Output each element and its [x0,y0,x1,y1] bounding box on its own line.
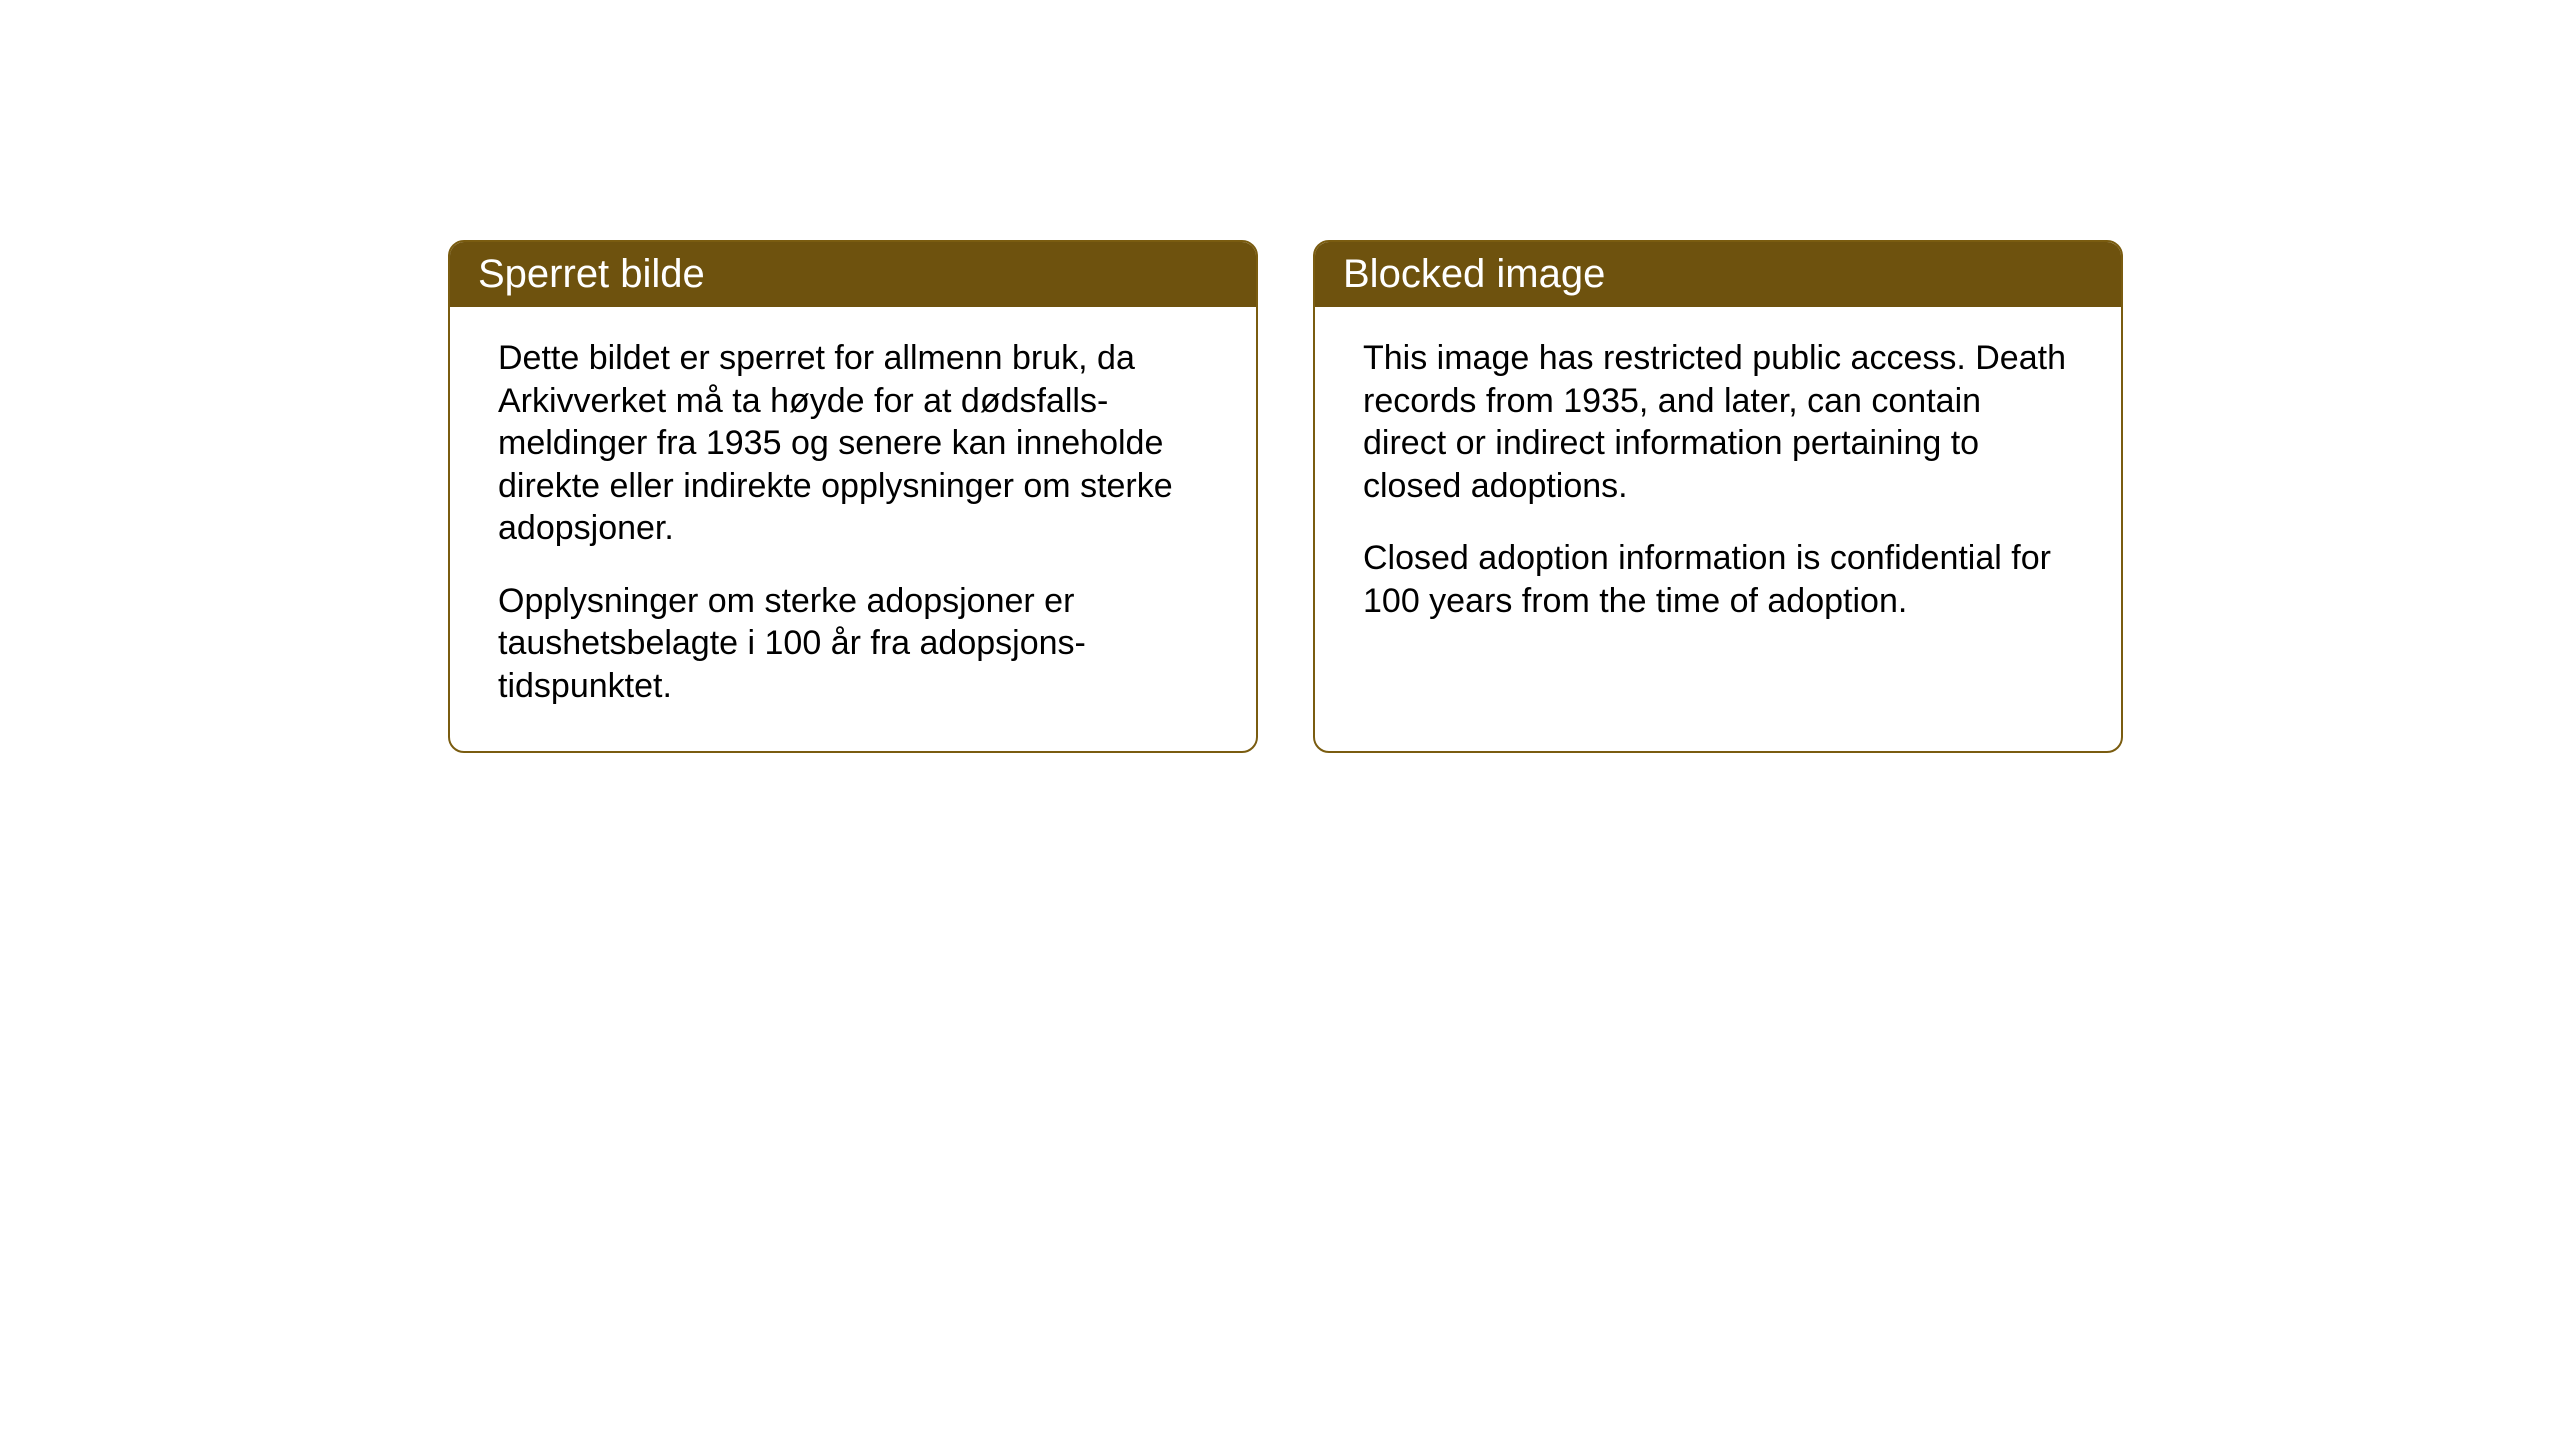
card-title-norwegian: Sperret bilde [450,242,1256,307]
notice-card-english: Blocked image This image has restricted … [1313,240,2123,753]
paragraph-2-english: Closed adoption information is confident… [1363,537,2073,622]
card-title-english: Blocked image [1315,242,2121,307]
notice-cards-container: Sperret bilde Dette bildet er sperret fo… [448,240,2123,753]
paragraph-1-english: This image has restricted public access.… [1363,337,2073,507]
card-body-english: This image has restricted public access.… [1315,307,2121,662]
paragraph-2-norwegian: Opplysninger om sterke adopsjoner er tau… [498,580,1208,708]
paragraph-1-norwegian: Dette bildet er sperret for allmenn bruk… [498,337,1208,550]
card-body-norwegian: Dette bildet er sperret for allmenn bruk… [450,307,1256,747]
notice-card-norwegian: Sperret bilde Dette bildet er sperret fo… [448,240,1258,753]
